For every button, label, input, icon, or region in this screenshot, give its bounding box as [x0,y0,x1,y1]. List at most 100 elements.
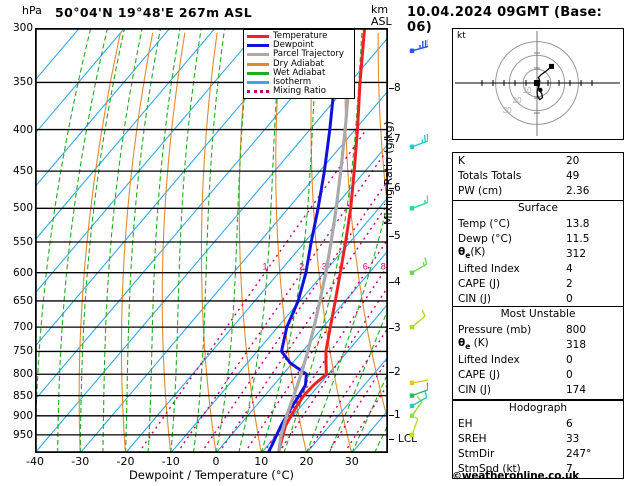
surface-parcel-panel: Surface Temp (°C) 13.8 Dewp (°C) 11.5 θe(K) 31… [452,200,624,309]
data-row-label: Lifted Index [458,262,520,275]
data-row: StmDir 247° [453,446,623,461]
height-tick-label: 7 [394,132,401,145]
data-row: CAPE (J) 0 [453,367,623,382]
wind-barb [409,379,428,386]
data-row-value: 247° [566,447,592,460]
pressure-tick-label: 450 [12,165,33,178]
temperature-tick-label: 0 [212,455,220,468]
svg-text:6: 6 [363,262,368,272]
data-row-label: PW (cm) [458,184,503,197]
legend-swatch [247,35,269,39]
svg-text:10: 10 [523,86,532,95]
data-row-value: 7 [566,462,573,475]
height-tick-label: 2 [394,366,401,378]
data-row-value: 0 [566,368,573,381]
temperature-tick-label: 10 [254,455,269,468]
data-row: CIN (J) 174 [453,382,623,397]
pressure-tick-label: 600 [12,266,33,279]
mixing-ratio-axis-title: Mixing Ratio (g/kg) [382,121,395,225]
data-row-label: Lifted Index [458,353,520,366]
stability-indices-panel: K 20 Totals Totals 49 PW (cm) 2.36 [452,152,624,201]
data-row-label: Temp (°C) [458,217,511,230]
pressure-tick-label: 400 [12,123,33,136]
data-row: CIN (J) 0 [453,291,623,306]
wind-barb [409,390,428,409]
data-row-label: CAPE (J) [458,277,501,290]
legend-label: Parcel Trajectory [273,49,344,60]
lcl-tick [389,438,394,440]
legend-label: Dewpoint [273,40,314,51]
data-row: θe(K) 312 [453,246,623,261]
pressure-tick-label: 650 [12,294,33,307]
height-axis-unit: km [371,3,389,16]
copyright-credit: ©weatheronline.co.uk [452,470,579,482]
height-tick [389,415,394,417]
legend-label: Wet Adiabat [273,67,326,78]
data-row: Lifted Index 0 [453,352,623,367]
svg-text:8: 8 [381,262,386,272]
legend-swatch [247,53,269,57]
legend-item: Temperature [247,32,351,41]
data-row: Temp (°C) 13.8 [453,216,623,231]
data-row-value: 6 [566,417,573,430]
height-tick-label: 1 [394,409,401,422]
pressure-tick-label: 550 [12,235,33,248]
data-row: PW (cm) 2.36 [453,183,623,198]
data-row-value: 0 [566,353,573,366]
data-row-value: 312 [566,247,587,260]
legend-swatch [247,90,269,94]
temperature-tick-label: -30 [71,455,90,468]
legend-item: Dry Adiabat [247,59,351,69]
legend-item: Dewpoint [247,41,351,50]
legend-label: Temperature [273,31,328,42]
data-row: CAPE (J) 2 [453,276,623,291]
data-row-value: 0 [566,292,573,305]
data-row: Dewp (°C) 11.5 [453,231,623,246]
data-row-value: 49 [566,169,580,182]
svg-text:20: 20 [513,96,522,105]
pressure-tick-label: 900 [12,409,33,422]
data-row: Lifted Index 4 [453,261,623,276]
height-tick [389,235,394,237]
height-tick-label: 3 [394,321,401,334]
temperature-tick-label: -20 [116,455,135,468]
temperature-axis: -40 -30 -20 -10 0 10 20 30 [26,455,388,471]
legend-item: Isotherm [247,78,351,87]
svg-text:2: 2 [299,262,304,272]
valid-datetime: 10.04.2024 09GMT (Base: 06) [407,5,603,35]
panel-heading: Surface [517,202,558,214]
data-row: K 20 [453,153,623,168]
data-row-label: EH [458,417,473,430]
data-row-label: CIN (J) [458,383,491,396]
data-row-label: StmDir [458,447,495,460]
svg-text:30: 30 [503,106,512,115]
pressure-axis-unit: hPa [22,4,42,17]
data-row: Pressure (mb) 800 [453,322,623,337]
svg-text:1: 1 [262,262,267,272]
pressure-tick-label: 850 [12,389,33,402]
pressure-tick-label: 500 [12,202,33,215]
data-row-value: 11.5 [566,232,590,245]
chart-legend: Temperature Dewpoint Parcel Trajectory Dry … [243,29,355,100]
copyright-icon: © [452,471,462,482]
data-row-label: CIN (J) [458,292,491,305]
data-row-value: 13.8 [566,217,590,230]
panel-heading: Most Unstable [500,308,576,320]
data-row-label: θe (K) [458,337,489,352]
data-row-value: 33 [566,432,580,445]
temperature-axis-title: Dewpoint / Temperature (°C) [128,468,295,482]
height-tick-label: 5 [394,229,401,242]
hodograph-unit-label: kt [457,31,466,41]
height-tick-label: 4 [394,276,401,289]
data-row-label: Dewp (°C) [458,232,512,245]
pressure-axis: 300 350 400 450 500 550 600 650 700 750 800 850 900 9… [0,22,33,453]
height-tick [389,282,394,284]
temperature-tick-label: -10 [161,455,180,468]
height-tick [389,372,394,373]
pressure-tick-label: 300 [12,22,33,34]
height-tick [389,327,394,329]
credit-text: weatheronline.co.uk [461,470,580,482]
data-row-label: K [458,154,465,167]
